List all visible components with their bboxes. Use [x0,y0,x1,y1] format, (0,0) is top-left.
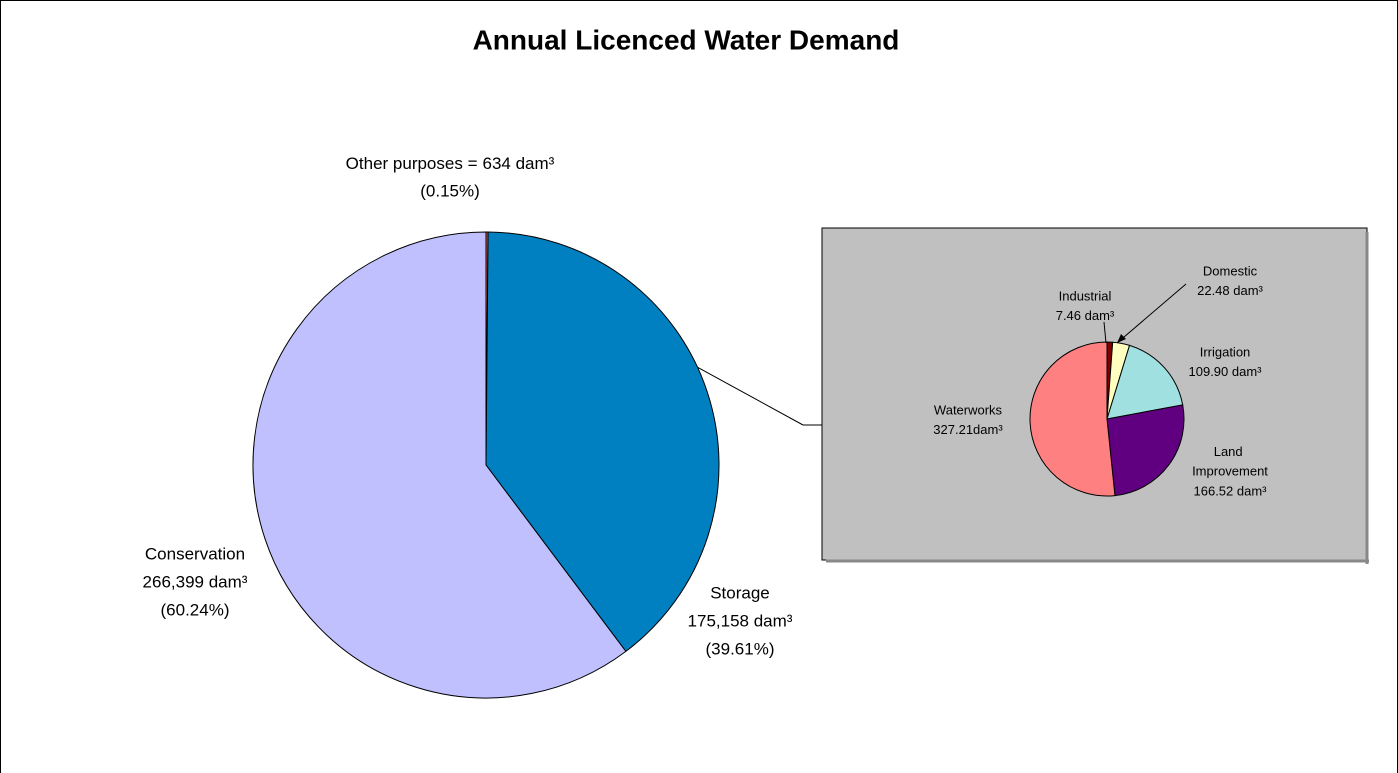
category-label: Industrial [1059,288,1112,303]
pie-slice [485,231,720,653]
percent-label: (0.15%) [420,181,480,200]
category-label: Waterworks [934,402,1003,417]
leader-line [1103,321,1107,344]
category-label: Irrigation [1200,344,1251,359]
value-label: 327.21dam³ [933,422,1003,437]
category-label: Other purposes = [346,154,478,173]
value-label: 109.90 dam³ [1189,364,1263,379]
chart-title: Annual Licenced Water Demand [473,24,900,55]
percent-label: (60.24%) [161,600,230,619]
pie-slice [252,231,627,699]
value-label: 634 dam³ [483,154,555,173]
value-label: 166.52 dam³ [1194,483,1268,498]
pie-slice [1106,404,1185,497]
pie-slice [1029,341,1116,497]
value-label: 175,158 dam³ [688,611,793,630]
percent-label: (39.61%) [706,639,775,658]
category-label: Conservation [145,544,245,563]
category-label: Storage [710,583,770,602]
value-label: 7.46 dam³ [1056,308,1115,323]
pie-slice [1106,344,1184,420]
value-label: 266,399 dam³ [143,572,248,591]
category-label: Domestic [1203,263,1258,278]
slice-label: Other purposes = 634 dam³ [346,154,555,173]
leader-line [1116,283,1187,344]
value-label: 22.48 dam³ [1197,283,1263,298]
leader-arrow [1117,334,1126,343]
category-label: Land Improvement [1192,444,1268,479]
